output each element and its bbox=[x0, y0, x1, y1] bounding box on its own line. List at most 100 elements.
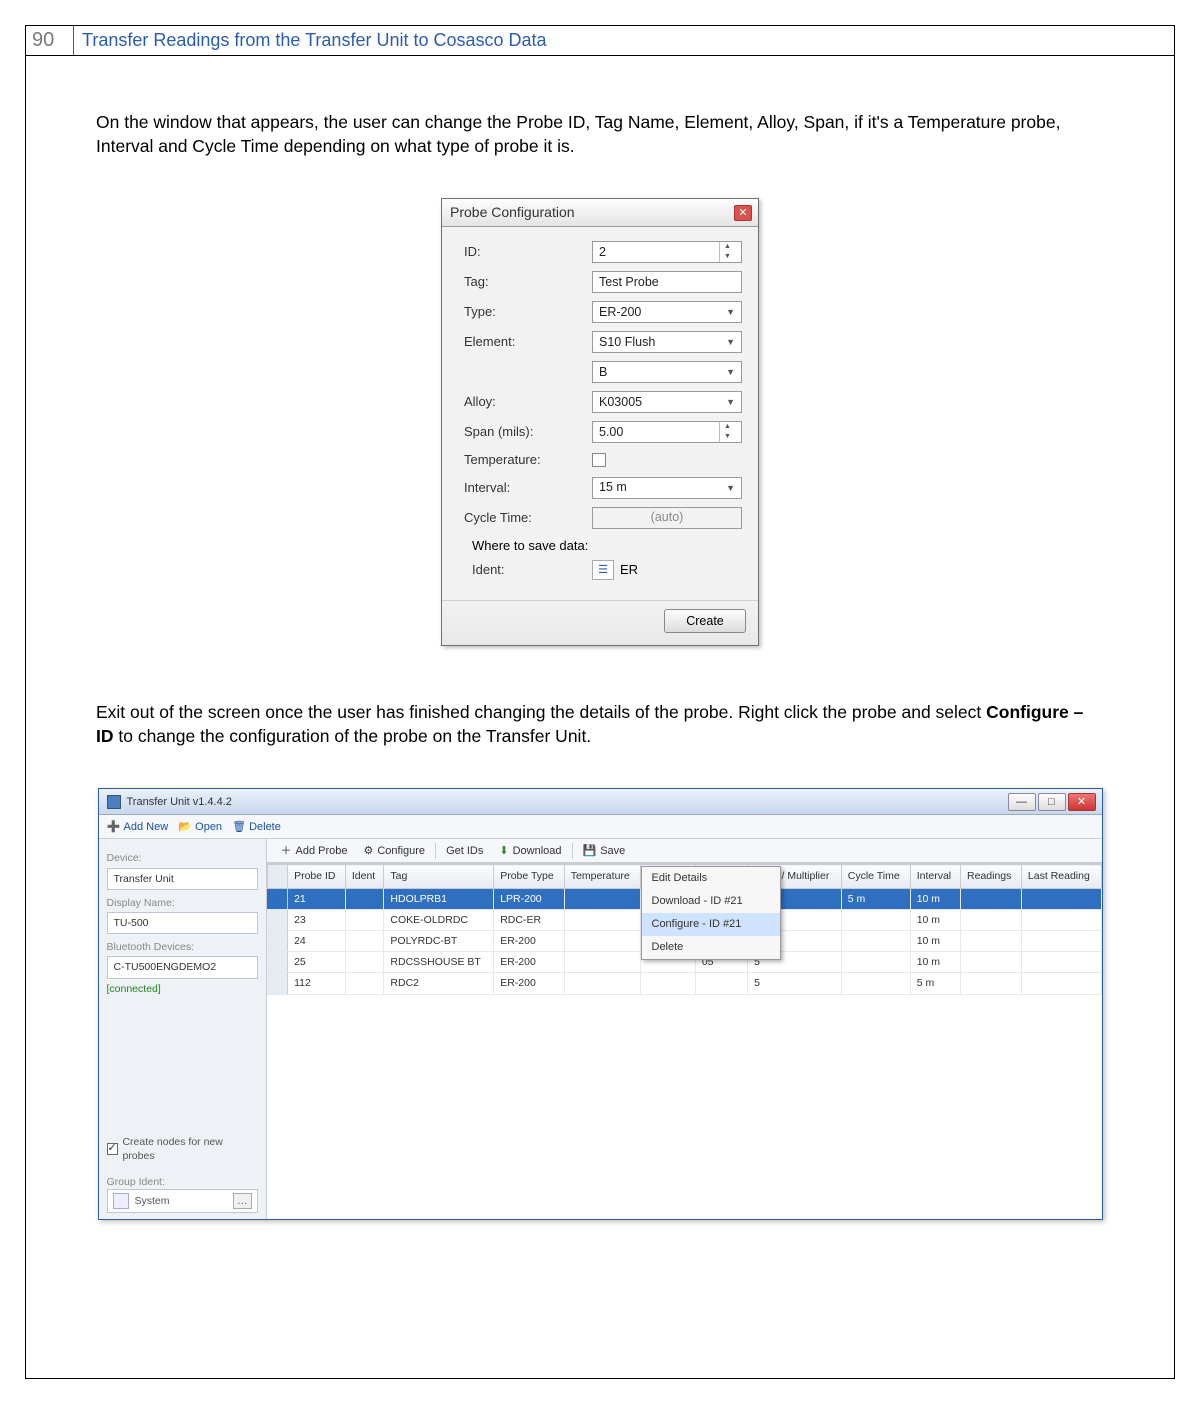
ctx-configure[interactable]: Configure - ID #21 bbox=[642, 913, 780, 936]
dialog-title: Probe Configuration bbox=[450, 203, 575, 222]
column-header[interactable]: Interval bbox=[910, 865, 960, 888]
chevron-down-icon: ▼ bbox=[726, 336, 735, 348]
save-button[interactable]: 💾Save bbox=[577, 844, 632, 859]
group-ident-value: System bbox=[135, 1194, 170, 1208]
paragraph-2a: Exit out of the screen once the user has… bbox=[96, 702, 986, 722]
minimize-button[interactable]: — bbox=[1008, 793, 1036, 811]
element-select[interactable]: S10 Flush ▼ bbox=[592, 331, 742, 353]
span-label: Span (mils): bbox=[464, 423, 592, 441]
spinner-icon[interactable]: ▲▼ bbox=[719, 422, 735, 442]
open-icon: 📂 bbox=[178, 820, 191, 833]
paragraph-2: Exit out of the screen once the user has… bbox=[96, 701, 1104, 748]
element2-value: B bbox=[599, 364, 607, 381]
toolbar-main: ➕Add New 📂Open 🗑Delete bbox=[99, 815, 1102, 839]
element2-select[interactable]: B▼ bbox=[592, 361, 742, 383]
browse-button[interactable]: … bbox=[233, 1193, 252, 1209]
configure-button[interactable]: ⚙Configure bbox=[357, 844, 431, 859]
spinner-icon[interactable]: ▲▼ bbox=[719, 242, 735, 262]
cycletime-field: (auto) bbox=[592, 507, 742, 529]
type-value: ER-200 bbox=[599, 304, 641, 321]
alloy-select[interactable]: K03005 ▼ bbox=[592, 391, 742, 413]
create-button[interactable]: Create bbox=[664, 609, 746, 633]
tag-input[interactable]: Test Probe bbox=[592, 271, 742, 293]
chevron-down-icon: ▼ bbox=[726, 396, 735, 408]
chevron-down-icon: ▼ bbox=[726, 482, 735, 494]
column-header[interactable]: Temperature bbox=[564, 865, 640, 888]
delete-icon: 🗑 bbox=[232, 820, 245, 833]
column-header[interactable]: Probe Type bbox=[494, 865, 565, 888]
delete-button[interactable]: 🗑Delete bbox=[232, 820, 281, 835]
open-button[interactable]: 📂Open bbox=[178, 820, 222, 835]
create-nodes-checkbox[interactable] bbox=[107, 1143, 119, 1155]
cycletime-value: (auto) bbox=[651, 509, 684, 526]
toolbar-probes: ＋Add Probe ⚙Configure Get IDs ⬇Download … bbox=[267, 839, 1102, 863]
tree-icon bbox=[113, 1193, 129, 1209]
ident-label: Ident: bbox=[464, 561, 592, 579]
add-probe-button[interactable]: ＋Add Probe bbox=[275, 844, 354, 859]
close-button[interactable]: ✕ bbox=[1068, 793, 1096, 811]
sidebar: Device: Transfer Unit Display Name: TU-5… bbox=[99, 839, 267, 1219]
interval-select[interactable]: 15 m ▼ bbox=[592, 477, 742, 499]
add-icon: ➕ bbox=[107, 820, 120, 833]
download-button[interactable]: ⬇Download bbox=[493, 844, 567, 859]
connection-status: [connected] bbox=[107, 982, 258, 996]
probe-config-dialog: Probe Configuration ✕ ID: 2 ▲▼ Tag: Test… bbox=[441, 198, 759, 646]
window-title: Transfer Unit v1.4.4.2 bbox=[127, 795, 232, 810]
alloy-label: Alloy: bbox=[464, 393, 592, 411]
interval-value: 15 m bbox=[599, 479, 627, 496]
page-title: Transfer Readings from the Transfer Unit… bbox=[74, 30, 547, 51]
tag-value: Test Probe bbox=[599, 274, 659, 291]
display-name-input[interactable]: TU-500 bbox=[107, 912, 258, 934]
ctx-edit-details[interactable]: Edit Details bbox=[642, 867, 780, 890]
get-ids-button[interactable]: Get IDs bbox=[440, 844, 489, 859]
group-ident-label: Group Ident: bbox=[107, 1175, 258, 1189]
maximize-button[interactable]: □ bbox=[1038, 793, 1066, 811]
table-row[interactable]: 112RDC2ER-20055 m bbox=[267, 973, 1101, 994]
column-header[interactable]: Last Reading bbox=[1021, 865, 1101, 888]
span-input[interactable]: 5.00 ▲▼ bbox=[592, 421, 742, 443]
context-menu: Edit Details Download - ID #21 Configure… bbox=[641, 866, 781, 959]
span-value: 5.00 bbox=[599, 424, 623, 441]
column-header[interactable]: Ident bbox=[345, 865, 384, 888]
add-new-button[interactable]: ➕Add New bbox=[107, 820, 169, 835]
page-header: 90 Transfer Readings from the Transfer U… bbox=[26, 26, 1174, 56]
interval-label: Interval: bbox=[464, 479, 592, 497]
bluetooth-select[interactable]: C-TU500ENGDEMO2 bbox=[107, 956, 258, 978]
download-icon: ⬇ bbox=[499, 844, 508, 859]
id-value: 2 bbox=[599, 244, 606, 261]
column-header[interactable]: Readings bbox=[961, 865, 1022, 888]
tree-icon[interactable]: ☰ bbox=[592, 560, 614, 580]
ctx-download[interactable]: Download - ID #21 bbox=[642, 890, 780, 913]
close-icon[interactable]: ✕ bbox=[734, 205, 752, 221]
gear-icon: ⚙ bbox=[363, 844, 373, 859]
column-header[interactable]: Cycle Time bbox=[841, 865, 910, 888]
column-header[interactable]: Tag bbox=[384, 865, 494, 888]
bluetooth-label: Bluetooth Devices: bbox=[107, 940, 258, 954]
where-to-save-label: Where to save data: bbox=[472, 537, 742, 555]
ctx-delete[interactable]: Delete bbox=[642, 936, 780, 959]
app-icon bbox=[107, 795, 121, 809]
ident-value: ER bbox=[620, 561, 638, 579]
display-name-label: Display Name: bbox=[107, 896, 258, 910]
temperature-label: Temperature: bbox=[464, 451, 592, 469]
cycletime-label: Cycle Time: bbox=[464, 509, 592, 527]
device-label: Device: bbox=[107, 851, 258, 865]
type-select[interactable]: ER-200 ▼ bbox=[592, 301, 742, 323]
element-value: S10 Flush bbox=[599, 334, 655, 351]
temperature-checkbox[interactable] bbox=[592, 453, 606, 467]
tag-label: Tag: bbox=[464, 273, 592, 291]
save-icon: 💾 bbox=[583, 844, 597, 859]
id-input[interactable]: 2 ▲▼ bbox=[592, 241, 742, 263]
alloy-value: K03005 bbox=[599, 394, 642, 411]
plus-icon: ＋ bbox=[281, 844, 292, 859]
column-header[interactable]: Probe ID bbox=[288, 865, 346, 888]
create-nodes-label: Create nodes for new probes bbox=[122, 1135, 257, 1163]
chevron-down-icon: ▼ bbox=[726, 306, 735, 318]
page-number: 90 bbox=[26, 26, 74, 55]
paragraph-1: On the window that appears, the user can… bbox=[96, 111, 1104, 158]
device-value: Transfer Unit bbox=[107, 868, 258, 890]
type-label: Type: bbox=[464, 303, 592, 321]
group-ident-picker[interactable]: System … bbox=[107, 1189, 258, 1213]
paragraph-2c: to change the configuration of the probe… bbox=[114, 726, 592, 746]
id-label: ID: bbox=[464, 243, 592, 261]
